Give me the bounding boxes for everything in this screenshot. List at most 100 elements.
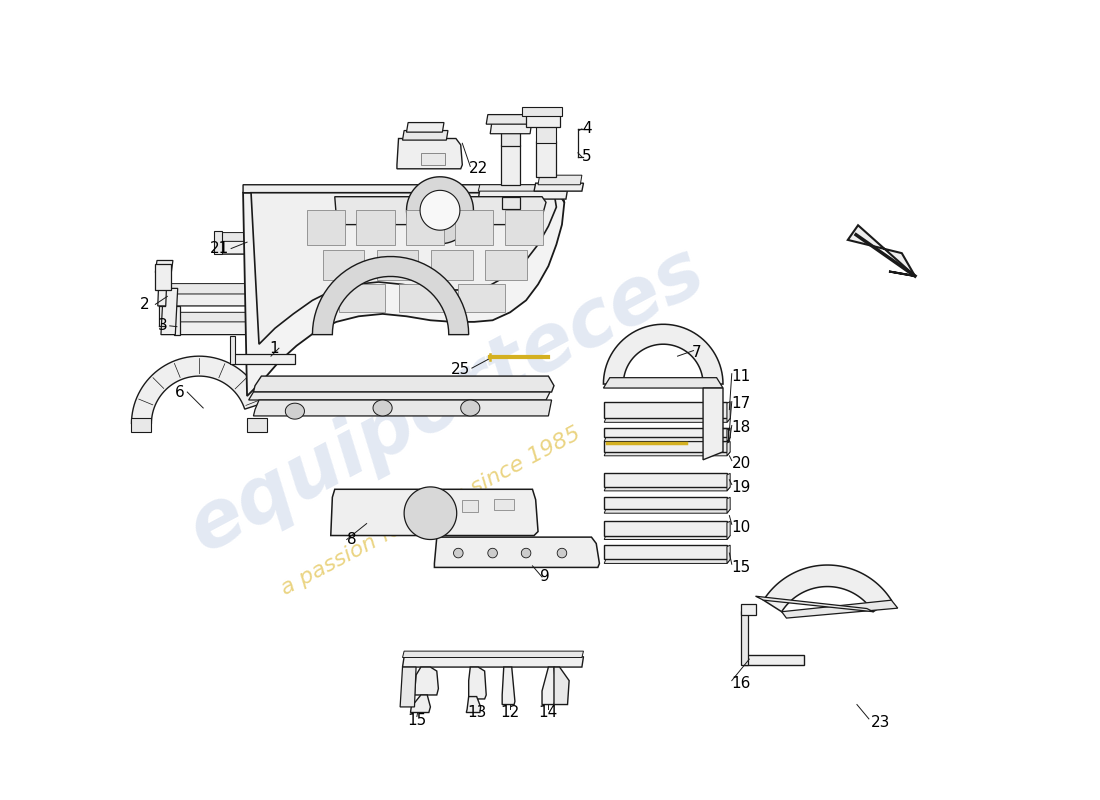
Text: 9: 9 [540, 570, 550, 585]
Text: 3: 3 [157, 318, 167, 334]
Polygon shape [485, 250, 527, 281]
Polygon shape [434, 537, 600, 567]
Text: 20: 20 [732, 456, 751, 471]
Text: 19: 19 [732, 480, 751, 495]
Polygon shape [403, 651, 583, 658]
Polygon shape [741, 604, 756, 615]
Text: 7: 7 [692, 345, 702, 360]
Polygon shape [455, 210, 494, 245]
Polygon shape [538, 175, 582, 185]
Text: 12: 12 [500, 705, 520, 720]
Text: 23: 23 [870, 715, 890, 730]
Polygon shape [500, 145, 519, 185]
Text: 15: 15 [407, 713, 427, 728]
Polygon shape [478, 190, 568, 199]
Polygon shape [400, 667, 416, 707]
Polygon shape [406, 210, 444, 245]
Polygon shape [466, 697, 481, 713]
Polygon shape [469, 667, 486, 699]
Polygon shape [253, 400, 551, 416]
Text: 10: 10 [732, 520, 751, 535]
Polygon shape [848, 226, 915, 276]
Polygon shape [334, 197, 546, 225]
Polygon shape [727, 498, 730, 514]
Polygon shape [782, 600, 898, 618]
Polygon shape [175, 320, 262, 334]
Polygon shape [756, 596, 873, 612]
Text: 25: 25 [451, 362, 471, 378]
Polygon shape [403, 130, 448, 140]
Text: 15: 15 [732, 560, 751, 575]
Text: 16: 16 [732, 675, 751, 690]
Text: 18: 18 [732, 421, 751, 435]
Polygon shape [462, 500, 478, 512]
Polygon shape [243, 185, 564, 202]
Polygon shape [397, 138, 462, 169]
Polygon shape [505, 210, 542, 245]
Polygon shape [248, 418, 267, 432]
Polygon shape [727, 521, 730, 539]
Polygon shape [174, 306, 180, 334]
Text: equiporteces: equiporteces [176, 232, 717, 568]
Polygon shape [727, 428, 730, 442]
Polygon shape [175, 312, 262, 322]
Polygon shape [491, 122, 531, 134]
Polygon shape [213, 231, 221, 254]
Polygon shape [407, 122, 444, 132]
Polygon shape [132, 356, 264, 424]
Polygon shape [537, 141, 557, 177]
Polygon shape [253, 376, 554, 392]
Polygon shape [339, 285, 385, 312]
Text: 4: 4 [582, 122, 592, 137]
Polygon shape [604, 474, 727, 487]
Polygon shape [535, 183, 583, 191]
Polygon shape [604, 402, 727, 418]
Polygon shape [494, 499, 514, 510]
Polygon shape [398, 285, 444, 312]
Polygon shape [453, 548, 463, 558]
Polygon shape [763, 565, 891, 612]
Polygon shape [727, 474, 730, 491]
Polygon shape [307, 210, 345, 245]
Polygon shape [526, 114, 560, 126]
Polygon shape [331, 490, 538, 535]
Polygon shape [522, 106, 562, 116]
Text: 8: 8 [346, 532, 356, 547]
Polygon shape [410, 695, 430, 713]
Polygon shape [558, 548, 566, 558]
Polygon shape [373, 400, 392, 416]
Text: 11: 11 [732, 369, 751, 383]
Polygon shape [604, 418, 730, 422]
Polygon shape [542, 667, 557, 705]
Polygon shape [487, 548, 497, 558]
Polygon shape [741, 611, 748, 665]
Polygon shape [251, 193, 557, 344]
Polygon shape [604, 535, 730, 539]
Polygon shape [604, 498, 727, 510]
Text: 14: 14 [539, 705, 558, 720]
Polygon shape [155, 265, 172, 290]
Polygon shape [431, 250, 473, 281]
Polygon shape [404, 487, 456, 539]
Polygon shape [604, 521, 727, 535]
Polygon shape [161, 288, 178, 334]
Text: 5: 5 [582, 150, 592, 164]
Polygon shape [478, 185, 568, 191]
Polygon shape [312, 257, 469, 334]
Polygon shape [703, 388, 723, 460]
Polygon shape [216, 233, 297, 242]
Polygon shape [161, 284, 257, 294]
Polygon shape [461, 400, 480, 416]
Polygon shape [403, 657, 583, 667]
Polygon shape [537, 125, 557, 143]
Polygon shape [604, 378, 723, 388]
Polygon shape [420, 190, 460, 230]
Polygon shape [356, 210, 395, 245]
Polygon shape [503, 667, 515, 705]
Text: 6: 6 [175, 385, 185, 399]
Polygon shape [285, 403, 305, 419]
Polygon shape [486, 114, 536, 124]
Polygon shape [216, 241, 297, 254]
Polygon shape [727, 545, 730, 563]
Polygon shape [459, 285, 505, 312]
